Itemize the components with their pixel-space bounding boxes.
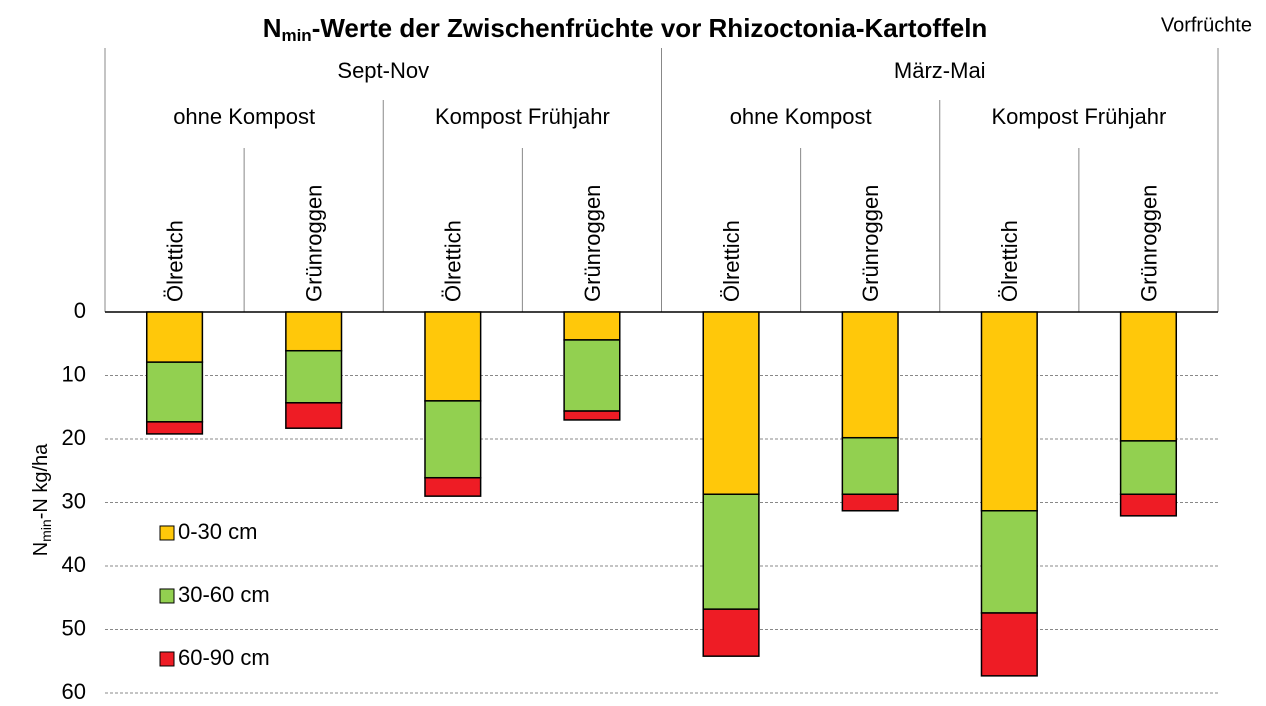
bar-segment — [702, 311, 760, 495]
y-tick-label: 10 — [62, 361, 86, 386]
bar-segment — [841, 436, 899, 495]
category-label: Ölrettich — [441, 220, 466, 302]
bar-segment — [702, 608, 760, 657]
legend-swatch — [159, 525, 175, 541]
y-tick-label: 50 — [62, 615, 86, 640]
category-label: Grünroggen — [1136, 185, 1161, 302]
subgroup-label: Kompost Frühjahr — [991, 104, 1166, 129]
y-tick-label: 30 — [62, 488, 86, 513]
bar-segment — [424, 476, 482, 497]
legend-swatch — [159, 588, 175, 604]
bar-segment — [145, 361, 204, 423]
bar-segment — [285, 402, 343, 429]
bar-segment — [841, 311, 899, 439]
bar-segment — [424, 400, 482, 479]
bar-segment — [563, 311, 621, 341]
group-label: März-Mai — [894, 58, 986, 83]
category-label: Grünroggen — [858, 185, 883, 302]
y-label-rest: -N kg/ha — [30, 443, 52, 519]
y-tick-label: 40 — [62, 552, 86, 577]
title-subscript: min — [281, 26, 311, 45]
bar-segment — [1119, 493, 1178, 517]
title-rest: -Werte der Zwischenfrüchte vor Rhizocton… — [312, 13, 988, 43]
y-tick-label: 0 — [74, 298, 86, 323]
bar-segment — [563, 410, 621, 421]
header-label: Vorfrüchte — [1161, 14, 1252, 36]
category-label: Grünroggen — [302, 185, 327, 302]
bar-segment — [1119, 440, 1178, 495]
bar-segment — [980, 510, 1038, 614]
legend-label: 30-60 cm — [178, 582, 270, 607]
bar-segment — [841, 493, 899, 512]
category-label: Grünroggen — [580, 185, 605, 302]
bar-segment — [980, 612, 1038, 677]
legend-label: 0-30 cm — [178, 519, 257, 544]
category-label: Ölrettich — [997, 220, 1022, 302]
y-tick-label: 60 — [62, 679, 86, 704]
bar-segment — [424, 311, 482, 402]
legend-label: 60-90 cm — [178, 645, 270, 670]
bar-segment — [145, 421, 204, 435]
category-label: Ölrettich — [719, 220, 744, 302]
legend-swatch — [159, 651, 175, 667]
y-label-main: N — [30, 542, 52, 556]
bar-segment — [563, 339, 621, 412]
subgroup-label: ohne Kompost — [730, 104, 872, 129]
bar-segment — [702, 493, 760, 610]
chart-title: Nmin-Werte der Zwischenfrüchte vor Rhizo… — [263, 13, 988, 46]
subgroup-label: Kompost Frühjahr — [435, 104, 610, 129]
group-label: Sept-Nov — [337, 58, 429, 83]
title-main: N — [263, 13, 282, 43]
y-tick-label: 20 — [62, 425, 86, 450]
category-label: Ölrettich — [162, 220, 187, 302]
y-axis-label: Nmin-N kg/ha — [30, 443, 53, 556]
bar-segment — [980, 311, 1038, 512]
y-label-subscript: min — [38, 519, 54, 542]
bar-segment — [285, 311, 343, 352]
subgroup-label: ohne Kompost — [173, 104, 315, 129]
bar-segment — [1119, 311, 1178, 442]
bar-segment — [145, 311, 204, 363]
bar-segment — [285, 349, 343, 404]
